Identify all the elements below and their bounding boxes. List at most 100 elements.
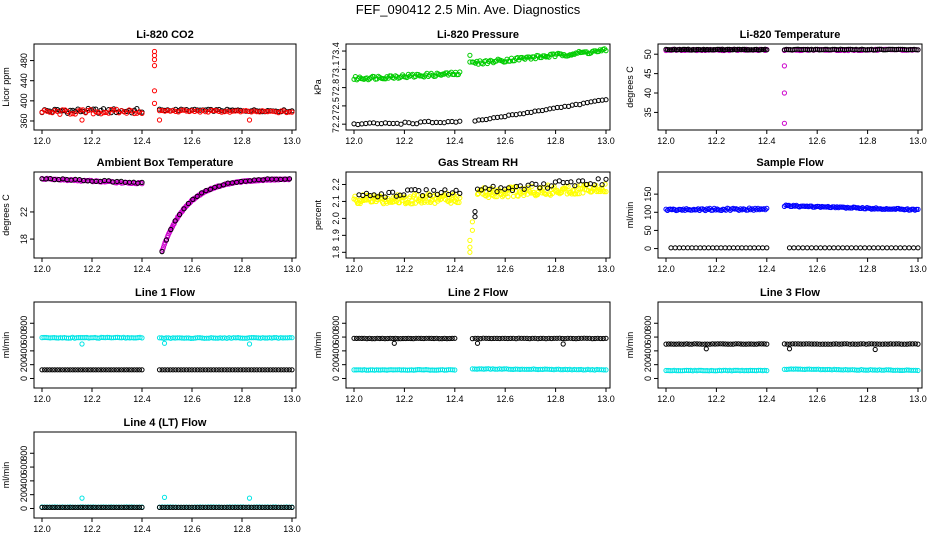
data-point [795, 341, 801, 347]
data-point [197, 367, 203, 373]
data-point [44, 504, 50, 510]
y-axis-label: ml/min [313, 332, 323, 359]
data-point [740, 341, 747, 347]
data-point [126, 367, 132, 373]
y-tick-label: 440 [19, 73, 29, 88]
data-point [397, 336, 404, 342]
data-point [118, 504, 125, 510]
data-point [602, 181, 608, 187]
data-point [181, 107, 187, 113]
series-setpoint [663, 341, 921, 353]
y-tick-label: 72.2 [331, 115, 341, 133]
data-point [79, 117, 85, 123]
data-point [181, 367, 187, 373]
y-tick-label: 150 [643, 187, 653, 202]
data-point [124, 367, 130, 373]
data-point [211, 108, 217, 114]
data-point [270, 504, 276, 510]
data-point [472, 335, 478, 341]
data-point [707, 47, 714, 53]
data-point [872, 346, 878, 353]
x-tick-label: 12.6 [183, 524, 201, 534]
data-point [673, 341, 679, 347]
data-point [175, 367, 181, 373]
data-point [419, 193, 426, 199]
data-point [47, 367, 53, 373]
data-point [108, 504, 114, 510]
data-point [79, 341, 85, 347]
data-point [251, 504, 257, 510]
data-point [129, 504, 135, 510]
y-tick-label: 50 [643, 225, 653, 235]
data-point [764, 205, 770, 211]
data-point [689, 245, 695, 251]
data-point [786, 346, 793, 352]
data-point [251, 108, 257, 114]
data-point [791, 245, 797, 251]
panel-title: Line 4 (LT) Flow [124, 417, 207, 429]
data-point [54, 107, 61, 113]
data-point [52, 504, 58, 510]
data-point [543, 336, 549, 342]
data-point [717, 341, 723, 347]
data-point [167, 108, 173, 114]
data-point [75, 106, 81, 112]
data-point [134, 106, 140, 112]
data-point [703, 346, 709, 352]
data-point [208, 367, 214, 373]
data-point [156, 117, 163, 123]
data-point [848, 245, 855, 251]
data-point [502, 335, 508, 341]
data-point [449, 335, 455, 341]
data-point [578, 335, 585, 341]
data-point [850, 341, 856, 347]
data-point [447, 335, 453, 342]
data-point [720, 341, 726, 347]
data-point [752, 46, 758, 53]
data-point [111, 367, 117, 373]
data-point [722, 245, 728, 251]
data-point [103, 109, 109, 116]
x-tick-label: 12.8 [233, 524, 251, 534]
data-point [54, 504, 61, 510]
data-point [202, 109, 209, 115]
data-point [426, 335, 432, 341]
data-point [57, 504, 63, 510]
x-tick-label: 12.6 [496, 136, 514, 146]
data-point [235, 108, 241, 114]
data-point [275, 367, 282, 373]
data-point [574, 191, 580, 197]
data-point [505, 335, 511, 342]
data-point [186, 504, 192, 510]
data-point [730, 245, 737, 251]
panel-title: Sample Flow [756, 157, 824, 169]
x-tick-label: 12.8 [233, 394, 251, 404]
x-tick-label: 12.6 [808, 394, 826, 404]
data-point [379, 335, 385, 341]
x-tick-label: 12.4 [133, 394, 151, 404]
data-point [844, 245, 850, 251]
y-axis-label: Licor ppm [1, 67, 11, 107]
data-point [510, 335, 516, 341]
data-point [390, 189, 396, 195]
x-tick-label: 12.6 [808, 136, 826, 146]
data-point [286, 367, 292, 373]
data-point [573, 336, 579, 342]
data-point [857, 245, 864, 251]
data-point [781, 63, 788, 69]
data-point [401, 192, 407, 198]
data-point [85, 367, 91, 373]
data-point [202, 504, 209, 510]
data-point [139, 367, 145, 373]
data-point [751, 341, 757, 347]
data-point [229, 108, 236, 114]
series-reference [351, 97, 609, 128]
data-point [390, 335, 396, 342]
data-point [400, 335, 406, 342]
data-point [181, 206, 187, 212]
data-point [374, 335, 380, 341]
data-point [901, 341, 908, 347]
data-point [537, 185, 543, 191]
data-point [831, 245, 837, 251]
data-point [438, 190, 444, 196]
